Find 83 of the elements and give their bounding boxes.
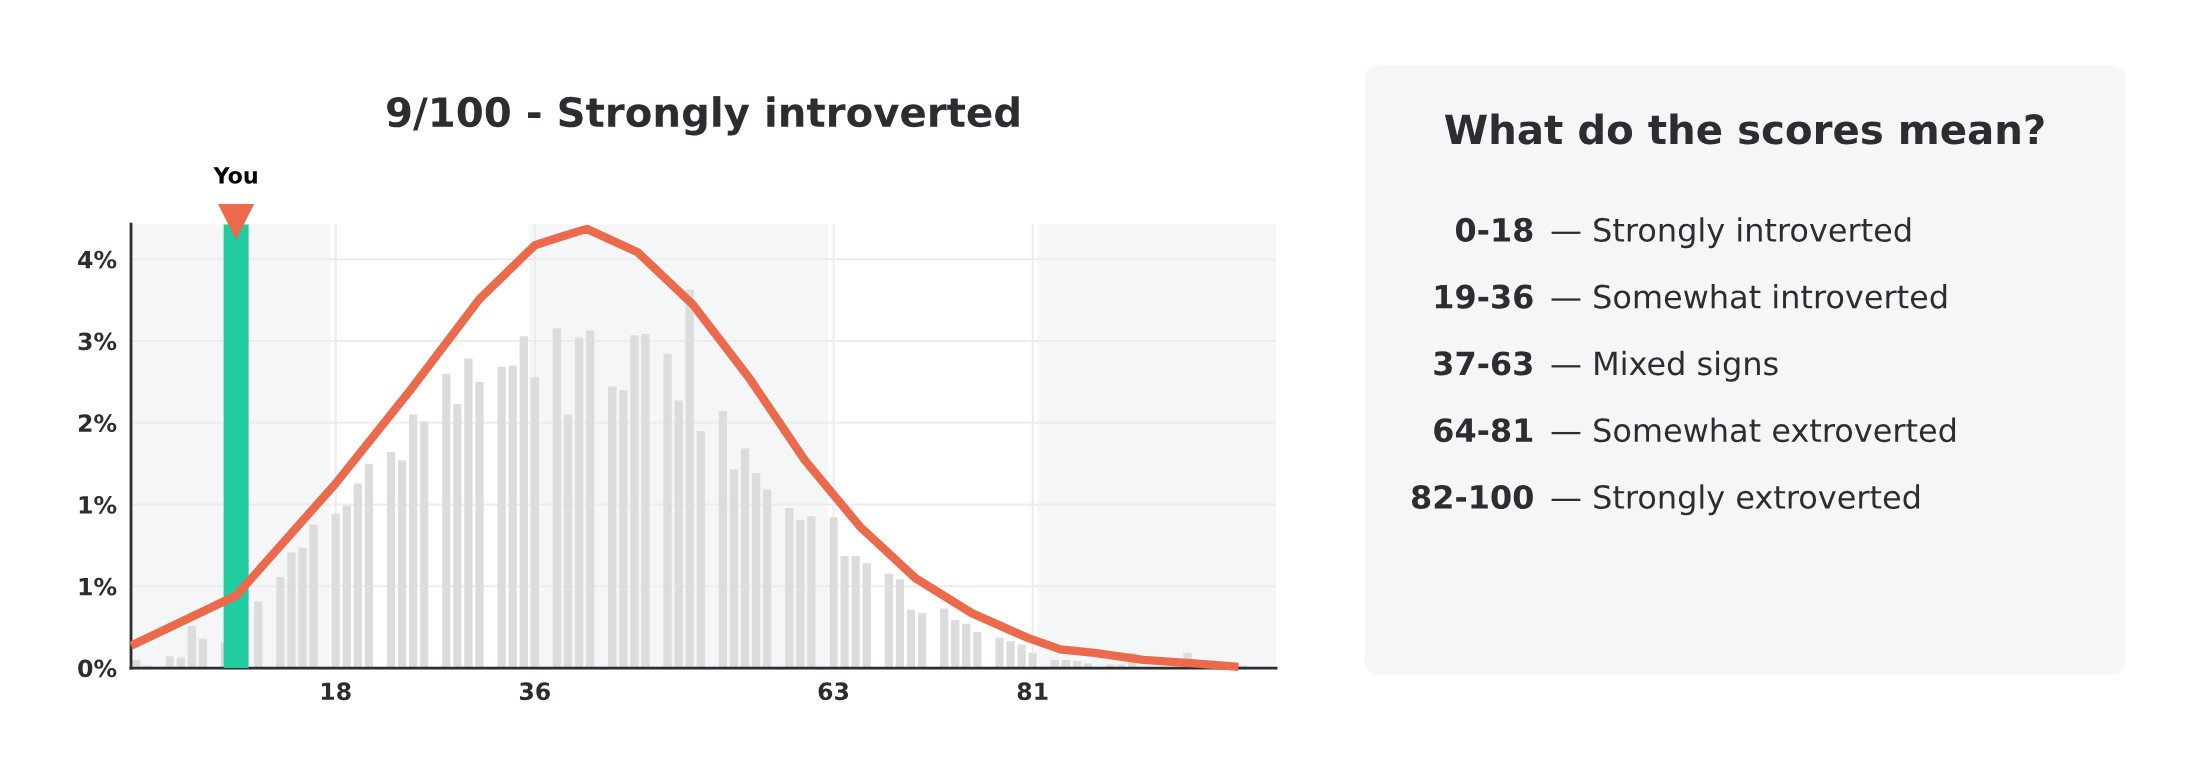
bar	[342, 505, 351, 669]
bar	[132, 659, 141, 669]
bar	[442, 373, 451, 669]
bar	[862, 562, 871, 669]
bar	[276, 576, 285, 669]
x-tick-label: 18	[321, 682, 351, 701]
bar	[254, 601, 263, 669]
bar	[751, 472, 761, 669]
bar	[530, 377, 539, 669]
bar	[287, 552, 296, 669]
text: — Strongly introverted	[1551, 217, 1911, 249]
text: — Somewhat extroverted	[1551, 417, 1956, 443]
bar	[641, 333, 650, 669]
bar	[420, 421, 429, 669]
bar	[386, 451, 396, 669]
bar	[895, 579, 905, 669]
y-tick-label: 0%	[78, 659, 117, 678]
bar	[198, 638, 208, 669]
bar	[851, 555, 860, 669]
y-tick-label: 1%	[79, 495, 117, 514]
bar	[630, 335, 639, 669]
bar	[973, 631, 982, 669]
bar	[563, 414, 573, 669]
ref-line-label: You	[213, 167, 257, 184]
bar	[840, 555, 849, 669]
bar	[364, 463, 374, 669]
bar	[674, 400, 683, 669]
category-label: 82-100	[1411, 484, 1533, 510]
bar	[508, 365, 517, 669]
bar	[1017, 644, 1026, 669]
bar	[829, 517, 838, 669]
bar	[796, 519, 805, 669]
bar	[995, 637, 1004, 669]
bar	[585, 330, 595, 669]
y-tick-label: 3%	[78, 332, 117, 351]
bar	[519, 336, 528, 669]
bar	[763, 489, 772, 669]
bar	[619, 390, 628, 669]
bar	[353, 483, 362, 669]
bar	[187, 625, 197, 669]
bar	[464, 358, 473, 669]
category-label: 0-18	[1455, 217, 1533, 242]
bar	[397, 460, 407, 669]
bar	[309, 524, 318, 669]
bar	[408, 414, 418, 669]
bar	[165, 656, 174, 669]
text: — Mixed signs	[1551, 350, 1778, 382]
bar	[962, 623, 971, 669]
text: What do the scores mean?	[1444, 113, 2044, 145]
category-label: 64-81	[1434, 418, 1533, 443]
bar	[696, 430, 705, 669]
text: — Strongly extroverted	[1551, 484, 1920, 516]
x-tick-label: 81	[1017, 682, 1048, 701]
bar	[940, 608, 949, 669]
bar	[608, 386, 617, 669]
bar	[729, 469, 739, 669]
y-tick-label: 2%	[78, 414, 117, 433]
y-tick-label: 1%	[79, 577, 117, 596]
bar	[785, 508, 794, 669]
category-label: 19-36	[1435, 284, 1533, 309]
bar	[331, 513, 340, 669]
category-label: 37-63	[1434, 351, 1532, 376]
bar	[884, 573, 893, 669]
bar	[917, 613, 927, 669]
bar	[807, 516, 816, 669]
bar	[740, 448, 750, 669]
chart-title: 9/100 - Strongly introverted	[387, 96, 1019, 136]
bar	[685, 289, 694, 669]
bar	[1006, 641, 1015, 669]
x-tick-label: 63	[818, 682, 849, 701]
bar	[475, 381, 484, 669]
text: — Somewhat introverted	[1551, 284, 1947, 309]
bar	[552, 328, 562, 669]
bar	[663, 353, 672, 669]
bar	[298, 547, 307, 669]
bar	[906, 609, 916, 669]
bar	[718, 411, 728, 669]
y-tick-label: 4%	[78, 250, 117, 269]
bar	[453, 404, 462, 669]
bar	[951, 620, 960, 669]
bar	[574, 337, 584, 669]
bar	[497, 366, 506, 669]
x-tick-label: 36	[519, 682, 550, 701]
